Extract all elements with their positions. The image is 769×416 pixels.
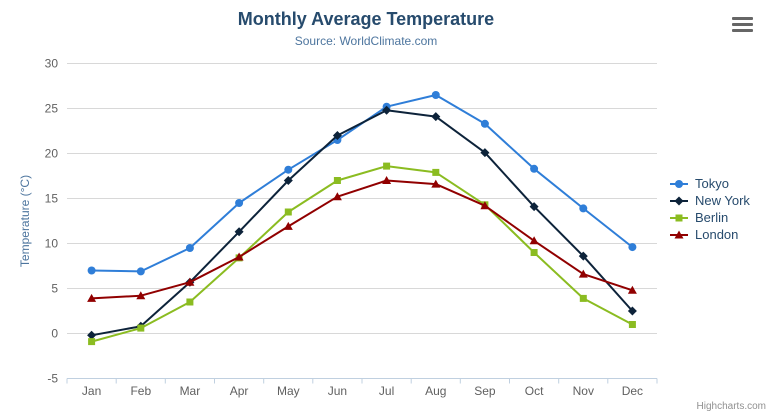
data-point-berlin-jul[interactable] xyxy=(383,162,391,170)
data-point-berlin-jun[interactable] xyxy=(333,177,341,184)
data-point-new-york-oct[interactable] xyxy=(529,202,539,212)
credits-link[interactable]: Highcharts.com xyxy=(696,401,766,412)
x-tick-label: Feb xyxy=(130,384,151,398)
data-point-london-oct[interactable] xyxy=(529,236,539,245)
x-tick-label: Oct xyxy=(525,384,544,398)
data-point-tokyo-oct[interactable] xyxy=(530,164,539,173)
x-tick-label: Dec xyxy=(622,384,643,398)
y-tick-label: 20 xyxy=(45,147,59,161)
legend-marker-shape xyxy=(675,179,683,188)
data-point-berlin-aug[interactable] xyxy=(432,168,440,176)
x-tick-label: Jul xyxy=(379,384,394,398)
data-point-tokyo-may[interactable] xyxy=(284,165,293,174)
y-axis-title: Temperature (°C) xyxy=(18,175,32,267)
data-point-new-york-jul[interactable] xyxy=(382,105,392,115)
legend-item-tokyo[interactable]: Tokyo xyxy=(669,176,750,191)
data-point-london-aug[interactable] xyxy=(431,179,441,188)
export-menu-button[interactable] xyxy=(732,17,753,32)
data-point-london-jun[interactable] xyxy=(332,192,342,201)
data-point-tokyo-aug[interactable] xyxy=(431,91,440,99)
data-point-london-dec[interactable] xyxy=(627,285,637,294)
data-point-new-york-sep[interactable] xyxy=(480,148,490,158)
hamburger-menu-icon xyxy=(732,23,753,26)
data-point-london-jan[interactable] xyxy=(87,293,97,302)
legend-marker-shape xyxy=(674,196,684,205)
series-line-tokyo[interactable] xyxy=(91,94,634,273)
y-tick-label: 25 xyxy=(45,102,59,116)
data-point-london-jul[interactable] xyxy=(382,176,392,184)
legend-marker-shape xyxy=(674,230,684,238)
x-tick-label: Sep xyxy=(474,384,496,398)
series-line-berlin[interactable] xyxy=(91,165,633,343)
x-tick-label: May xyxy=(277,384,300,398)
data-point-london-mar[interactable] xyxy=(185,277,195,286)
y-tick-label: -5 xyxy=(47,372,58,386)
legend-item-new-york[interactable]: New York xyxy=(669,193,750,208)
legend: Tokyo New York Berlin London xyxy=(669,176,750,242)
data-point-berlin-mar[interactable] xyxy=(186,298,194,306)
chart-title: Monthly Average Temperature xyxy=(237,9,495,29)
x-tick-label: Jan xyxy=(82,384,101,398)
data-point-berlin-oct[interactable] xyxy=(530,249,538,256)
data-point-new-york-dec[interactable] xyxy=(627,306,637,316)
data-point-tokyo-dec[interactable] xyxy=(628,243,637,252)
legend-label: Berlin xyxy=(695,210,729,225)
x-tick-label: Apr xyxy=(230,384,249,398)
legend-marker-berlin xyxy=(670,214,688,221)
data-point-new-york-apr[interactable] xyxy=(234,227,244,237)
legend-label: London xyxy=(695,227,739,242)
y-tick-label: 15 xyxy=(45,192,59,206)
data-point-london-feb[interactable] xyxy=(136,291,146,300)
data-point-london-sep[interactable] xyxy=(480,201,490,210)
y-tick-label: 10 xyxy=(45,237,59,251)
legend-item-london[interactable]: London xyxy=(669,227,750,242)
data-point-berlin-nov[interactable] xyxy=(579,294,587,302)
x-tick-label: Nov xyxy=(573,384,594,398)
data-point-tokyo-feb[interactable] xyxy=(136,267,145,276)
data-point-tokyo-nov[interactable] xyxy=(579,204,588,213)
data-point-berlin-feb[interactable] xyxy=(137,324,145,332)
data-point-new-york-aug[interactable] xyxy=(431,112,441,122)
data-point-tokyo-sep[interactable] xyxy=(480,119,489,128)
legend-label: Tokyo xyxy=(695,176,729,191)
y-tick-label: 5 xyxy=(51,282,58,296)
data-point-berlin-dec[interactable] xyxy=(628,321,636,328)
series-line-london[interactable] xyxy=(91,179,633,300)
data-point-tokyo-apr[interactable] xyxy=(235,199,244,207)
series-line-new-york[interactable] xyxy=(91,109,634,337)
y-tick-label: 30 xyxy=(45,57,59,71)
data-point-berlin-jan[interactable] xyxy=(88,338,96,346)
chart-subtitle: Source: WorldClimate.com xyxy=(294,34,438,48)
data-point-london-may[interactable] xyxy=(283,221,293,230)
legend-marker-shape xyxy=(675,214,683,221)
legend-marker-new-york xyxy=(670,196,688,205)
data-point-new-york-may[interactable] xyxy=(283,176,293,185)
legend-marker-london xyxy=(670,230,688,238)
hamburger-menu-icon xyxy=(732,29,753,32)
data-point-london-nov[interactable] xyxy=(578,269,588,278)
x-tick-label: Jun xyxy=(328,384,347,398)
x-tick-label: Aug xyxy=(425,384,446,398)
legend-marker-tokyo xyxy=(670,179,688,188)
data-point-london-apr[interactable] xyxy=(234,252,244,261)
data-point-new-york-nov[interactable] xyxy=(578,251,588,261)
x-tick-label: Mar xyxy=(180,384,201,398)
data-point-new-york-jun[interactable] xyxy=(332,131,342,140)
data-point-tokyo-jan[interactable] xyxy=(87,266,96,275)
legend-label: New York xyxy=(695,193,750,208)
data-point-tokyo-mar[interactable] xyxy=(185,244,194,252)
data-point-new-york-jan[interactable] xyxy=(87,330,97,340)
hamburger-menu-icon xyxy=(732,17,753,20)
data-point-berlin-may[interactable] xyxy=(284,208,292,216)
legend-item-berlin[interactable]: Berlin xyxy=(669,210,750,225)
y-tick-label: 0 xyxy=(51,327,58,341)
